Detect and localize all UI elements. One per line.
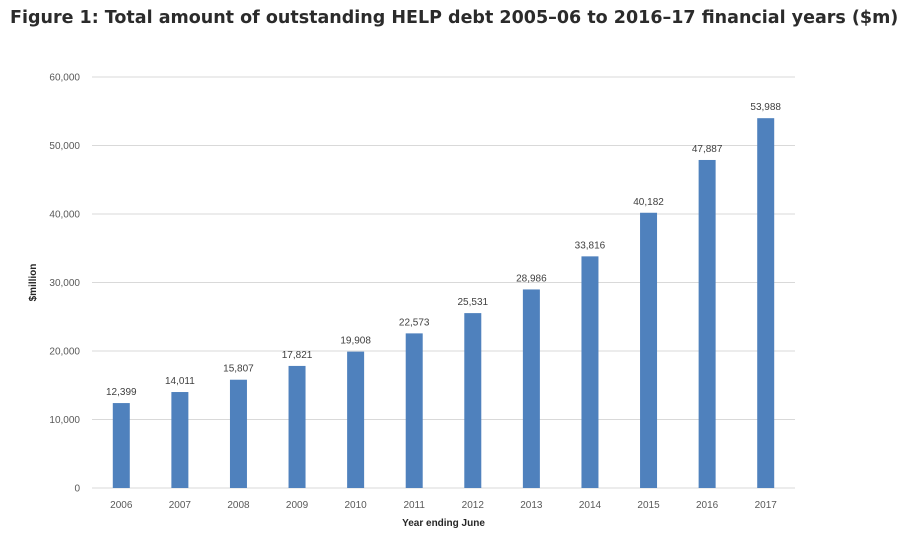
y-tick-label: 40,000 — [49, 210, 80, 221]
bar-2008 — [229, 379, 247, 488]
y-tick-label: 20,000 — [49, 347, 80, 358]
data-label-2016: 47,887 — [692, 144, 723, 155]
data-label-2010: 19,908 — [340, 336, 371, 347]
bar-2014 — [581, 256, 599, 488]
data-label-2015: 40,182 — [633, 197, 664, 208]
data-label-2012: 25,531 — [457, 297, 488, 308]
y-tick-label: 50,000 — [49, 141, 80, 152]
data-label-2008: 15,807 — [223, 364, 254, 375]
x-tick-label-2006: 2006 — [110, 500, 133, 511]
x-tick-label-2008: 2008 — [227, 500, 250, 511]
x-tick-label-2014: 2014 — [579, 500, 602, 511]
y-tick-label: 30,000 — [49, 278, 80, 289]
bar-2007 — [171, 392, 189, 488]
data-label-2006: 12,399 — [106, 387, 137, 398]
data-label-2009: 17,821 — [282, 350, 313, 361]
x-tick-label-2010: 2010 — [345, 500, 368, 511]
y-axis-title: $million — [28, 264, 39, 302]
x-tick-label-2013: 2013 — [520, 500, 543, 511]
data-label-2013: 28,986 — [516, 273, 547, 284]
bar-2016 — [698, 159, 716, 488]
x-tick-label-2009: 2009 — [286, 500, 309, 511]
bar-2017 — [757, 118, 775, 489]
data-label-2017: 53,988 — [750, 102, 781, 113]
x-tick-label-2015: 2015 — [637, 500, 660, 511]
data-labels: 12,399 14,011 15,807 17,821 19,908 22,573 25,5… — [106, 102, 781, 398]
bar-2012 — [464, 313, 482, 488]
bar-2009 — [288, 365, 306, 488]
data-label-2014: 33,816 — [575, 240, 606, 251]
bar-2006 — [112, 403, 130, 488]
y-tick-label: 0 — [74, 484, 80, 495]
x-tick-label-2012: 2012 — [462, 500, 485, 511]
bar-2013 — [522, 289, 540, 488]
y-tick-label: 10,000 — [49, 415, 80, 426]
data-label-2007: 14,011 — [165, 376, 195, 387]
x-tick-label-2016: 2016 — [696, 500, 719, 511]
y-tick-label: 60,000 — [49, 73, 80, 84]
x-axis-title: Year ending June — [402, 518, 485, 529]
chart-title: Figure 1: Total amount of outstanding HE… — [10, 8, 899, 28]
y-axis-ticks: 0 10,000 20,000 30,000 40,000 50,000 60,000 — [49, 73, 80, 495]
bars — [112, 118, 775, 489]
bar-2010 — [347, 351, 365, 488]
x-axis-ticks: 2006 2007 2008 2009 2010 2011 2012 2013 2014 2015… — [110, 500, 777, 511]
gridlines — [92, 76, 795, 489]
bar-2015 — [640, 212, 658, 488]
x-tick-label-2011: 2011 — [403, 500, 425, 511]
bar-2011 — [405, 333, 423, 488]
x-tick-label-2017: 2017 — [755, 500, 778, 511]
x-tick-label-2007: 2007 — [169, 500, 192, 511]
data-label-2011: 22,573 — [399, 317, 430, 328]
